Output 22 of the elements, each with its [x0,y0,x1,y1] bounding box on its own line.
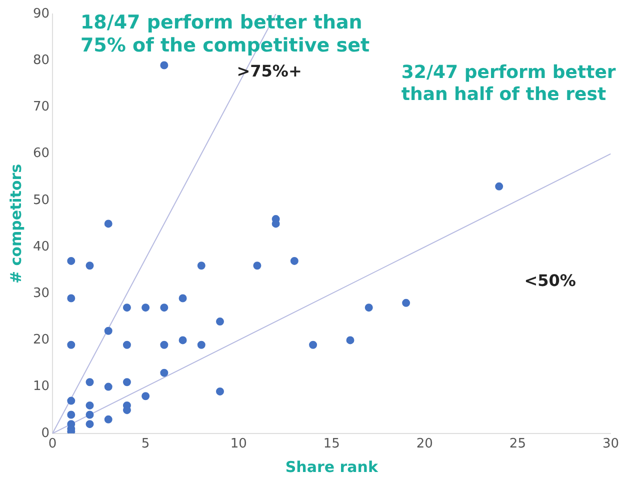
x-axis-title: Share rank [285,458,379,476]
annotation: 18/47 perform better than 75% of the competitive set [80,11,370,56]
y-tick-label: 40 [32,239,50,254]
annotation: <50% [524,271,576,290]
x-tick-label: 5 [141,436,150,452]
x-tick-label: 30 [602,436,619,452]
y-tick-label: 70 [32,100,50,115]
annotation: 32/47 perform better than half of the rest [401,62,616,105]
x-tick-label: 20 [416,436,433,452]
y-tick-label: 30 [32,286,50,301]
y-tick-label: 50 [32,192,50,208]
annotation: >75%+ [236,61,302,80]
y-tick-label: 90 [32,6,50,22]
x-tick-label: 15 [323,436,340,452]
y-axis-title: # competitors [6,164,25,284]
x-tick-label: 25 [509,436,526,452]
y-tick-label: 60 [32,146,50,162]
y-tick-label: 20 [32,332,50,348]
y-tick-label: 10 [32,379,50,394]
y-tick-label: 0 [41,426,50,441]
x-tick-label: 10 [230,436,247,452]
y-tick-label: 80 [32,52,50,68]
